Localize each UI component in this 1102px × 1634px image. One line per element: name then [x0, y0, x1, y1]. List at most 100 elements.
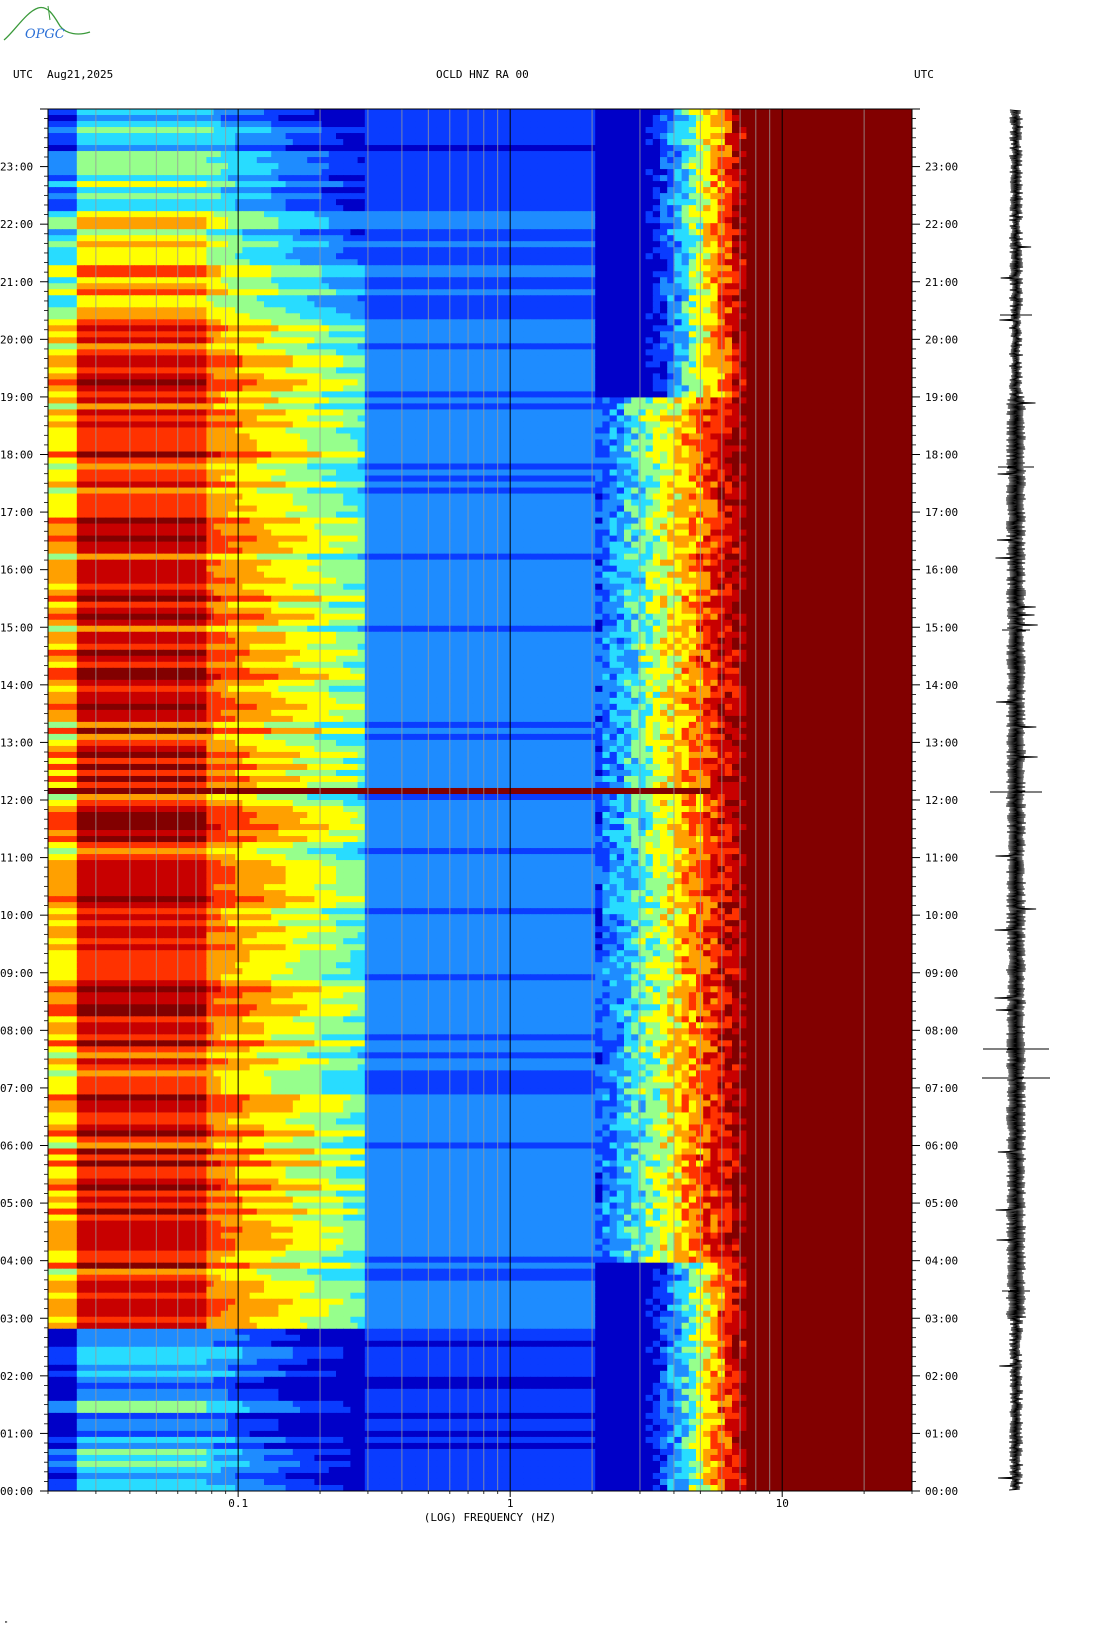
- spectro-cell: [789, 295, 798, 302]
- spectro-cell: [364, 157, 373, 164]
- spectro-cell: [616, 121, 625, 128]
- spectro-cell: [141, 121, 150, 128]
- spectro-cell: [184, 193, 193, 200]
- spectro-cell: [703, 133, 711, 140]
- spectro-cell: [904, 217, 912, 224]
- spectro-cell: [487, 343, 495, 350]
- spectro-cell: [580, 295, 589, 302]
- spectro-cell: [256, 289, 265, 296]
- spectro-cell: [220, 355, 229, 362]
- spectro-cell: [595, 307, 603, 314]
- spectro-cell: [681, 253, 690, 260]
- spectro-cell: [566, 163, 575, 170]
- spectro-cell: [566, 343, 575, 350]
- spectro-cell: [552, 247, 560, 254]
- spectro-cell: [278, 289, 287, 296]
- spectro-cell: [696, 259, 704, 266]
- spectro-cell: [796, 127, 805, 134]
- spectro-cell: [343, 259, 351, 266]
- spectro-cell: [552, 199, 560, 206]
- spectro-cell: [876, 145, 884, 152]
- spectro-cell: [832, 157, 841, 164]
- spectro-cell: [710, 241, 719, 248]
- spectro-cell: [451, 193, 459, 200]
- spectro-cell: [782, 181, 791, 188]
- spectro-cell: [314, 145, 323, 152]
- spectro-cell: [285, 187, 294, 194]
- spectro-cell: [436, 223, 445, 230]
- spectro-cell: [76, 193, 85, 200]
- spectro-cell: [883, 181, 891, 188]
- spectro-cell: [897, 223, 906, 230]
- spectro-cell: [696, 139, 704, 146]
- spectro-cell: [796, 253, 805, 260]
- spectro-cell: [422, 235, 431, 242]
- spectro-cell: [55, 115, 63, 122]
- spectro-cell: [127, 325, 135, 332]
- spectro-cell: [400, 187, 409, 194]
- spectro-cell: [336, 217, 344, 224]
- spectro-cell: [544, 133, 553, 140]
- spectro-cell: [199, 235, 207, 242]
- spectro-cell: [753, 349, 762, 356]
- spectro-cell: [796, 187, 805, 194]
- spectro-cell: [98, 127, 107, 134]
- spectro-cell: [300, 127, 308, 134]
- spectro-cell: [393, 187, 402, 194]
- spectro-cell: [199, 259, 207, 266]
- spectro-cell: [451, 163, 459, 170]
- spectro-cell: [235, 331, 243, 338]
- spectro-cell: [487, 331, 495, 338]
- spectro-cell: [393, 313, 402, 320]
- spectro-cell: [897, 163, 906, 170]
- spectro-cell: [134, 319, 143, 326]
- spectro-cell: [120, 175, 128, 182]
- spectro-cell: [854, 157, 863, 164]
- spectro-cell: [602, 349, 611, 356]
- spectro-cell: [328, 259, 337, 266]
- spectro-cell: [487, 121, 495, 128]
- spectro-cell: [55, 319, 63, 326]
- spectro-cell: [393, 157, 402, 164]
- spectro-cell: [847, 211, 855, 218]
- spectro-cell: [904, 163, 912, 170]
- spectro-cell: [242, 355, 251, 362]
- spectro-cell: [235, 253, 243, 260]
- spectro-cell: [393, 325, 402, 332]
- spectro-cell: [897, 199, 906, 206]
- spectro-cell: [782, 301, 791, 308]
- spectro-cell: [861, 283, 870, 290]
- spectro-cell: [285, 319, 294, 326]
- spectro-cell: [624, 307, 632, 314]
- spectro-cell: [213, 331, 222, 338]
- spectro-cell: [163, 307, 171, 314]
- spectro-cell: [861, 319, 870, 326]
- spectro-cell: [170, 157, 179, 164]
- spectro-cell: [242, 253, 251, 260]
- spectro-cell: [314, 349, 323, 356]
- spectro-cell: [775, 163, 783, 170]
- spectro-cell: [530, 181, 539, 188]
- spectro-cell: [127, 163, 135, 170]
- spectro-cell: [847, 217, 855, 224]
- spectro-cell: [638, 223, 647, 230]
- spectro-cell: [156, 187, 164, 194]
- spectro-cell: [501, 331, 510, 338]
- spectro-cell: [724, 307, 733, 314]
- spectro-cell: [393, 295, 402, 302]
- spectro-cell: [271, 121, 279, 128]
- spectro-cell: [724, 181, 733, 188]
- spectro-cell: [458, 349, 467, 356]
- spectro-cell: [415, 211, 423, 218]
- spectro-cell: [868, 295, 877, 302]
- spectro-cell: [105, 331, 114, 338]
- spectro-cell: [400, 199, 409, 206]
- spectro-cell: [753, 313, 762, 320]
- spectro-cell: [688, 307, 697, 314]
- spectro-cell: [220, 271, 229, 278]
- spectro-cell: [235, 145, 243, 152]
- spectro-cell: [768, 163, 776, 170]
- spectro-cell: [616, 349, 625, 356]
- spectro-cell: [220, 235, 229, 242]
- spectro-cell: [220, 211, 229, 218]
